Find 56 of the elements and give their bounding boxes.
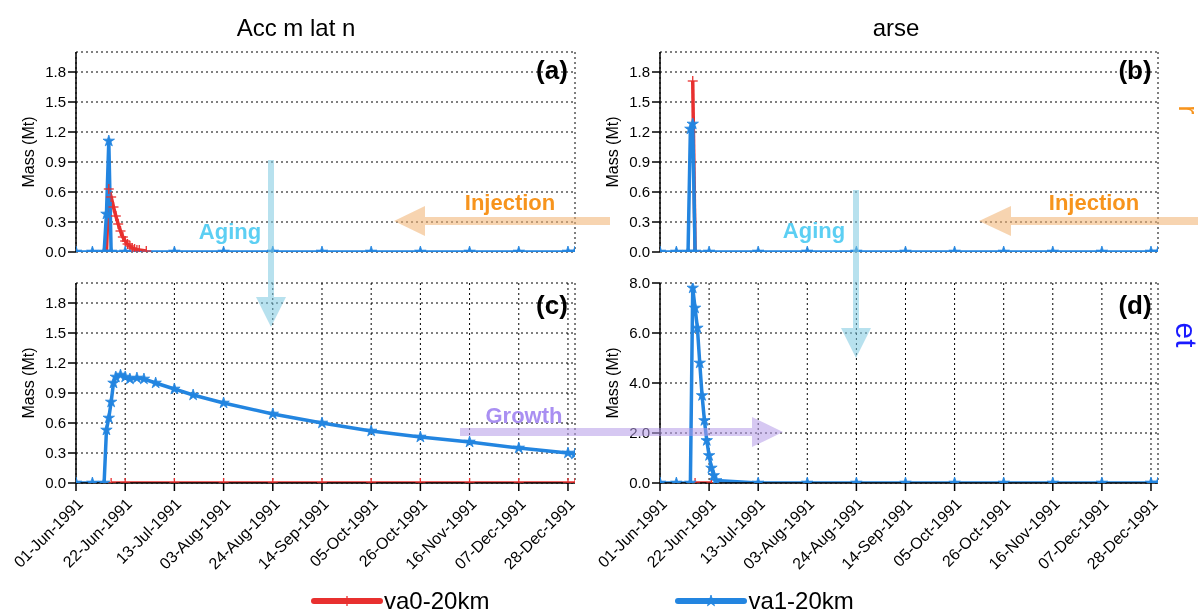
y-tick-label: 0.0 [629, 243, 650, 261]
chart-title: arse [872, 14, 920, 42]
y-tick-label: 1.5 [45, 324, 66, 342]
y-tick-label: 2.0 [629, 424, 650, 442]
text: r [1172, 105, 1203, 115]
y-tick-label: 0.0 [45, 243, 66, 261]
point [463, 435, 476, 448]
point [695, 389, 709, 401]
y-tick-label: 0.6 [45, 414, 66, 432]
point [686, 117, 699, 130]
annotation: Aging [782, 218, 846, 244]
y-tick-label: 1.8 [45, 63, 66, 81]
point [315, 416, 329, 429]
y-axis-title: Mass (Mt) [603, 347, 621, 419]
y-tick-label: 0.9 [629, 153, 650, 171]
annotation: Growth [485, 403, 563, 429]
y-tick-label: 1.5 [45, 93, 66, 111]
point [686, 283, 699, 294]
annotation: (d) [1118, 289, 1152, 321]
y-tick-label: 0.3 [45, 213, 66, 231]
y-tick-label: 0.3 [629, 213, 650, 231]
y-tick-label: 0.9 [45, 153, 66, 171]
y-tick-label: 0.6 [629, 183, 650, 201]
y-axis-title: Mass (Mt) [19, 347, 37, 419]
annotation: (c) [536, 289, 568, 321]
y-tick-label: 4.0 [629, 374, 650, 392]
legend-label: va1-20km [748, 587, 854, 615]
y-axis-title: Mass (Mt) [19, 116, 37, 188]
annotation: (b) [1118, 54, 1152, 86]
point [100, 423, 113, 436]
y-tick-label: 0.0 [629, 474, 650, 492]
annotation: Injection [1048, 190, 1140, 216]
point [512, 441, 525, 454]
y-tick-label: 0.0 [45, 474, 66, 492]
point [105, 395, 118, 408]
y-tick-label: 1.2 [45, 123, 66, 141]
y-tick-label: 1.2 [45, 354, 66, 372]
point [365, 424, 378, 437]
y-axis-title: Mass (Mt) [603, 116, 621, 188]
y-tick-label: 0.6 [45, 183, 66, 201]
annotation: Injection [464, 190, 556, 216]
y-tick-label: 6.0 [629, 324, 650, 342]
y-tick-label: 1.8 [45, 294, 66, 312]
annotation: (a) [536, 54, 568, 86]
point [698, 414, 711, 426]
y-tick-label: 0.9 [45, 384, 66, 402]
text: et [1169, 322, 1203, 348]
y-tick-label: 8.0 [629, 274, 650, 292]
y-tick-label: 1.8 [629, 63, 650, 81]
legend-label: va0-20km [384, 587, 490, 615]
y-tick-label: 1.2 [629, 123, 650, 141]
y-tick-label: 1.5 [629, 93, 650, 111]
y-tick-label: 0.3 [45, 444, 66, 462]
point [414, 430, 427, 443]
annotation: Aging [198, 219, 262, 245]
chart-title: Acc m lat n [236, 14, 356, 42]
